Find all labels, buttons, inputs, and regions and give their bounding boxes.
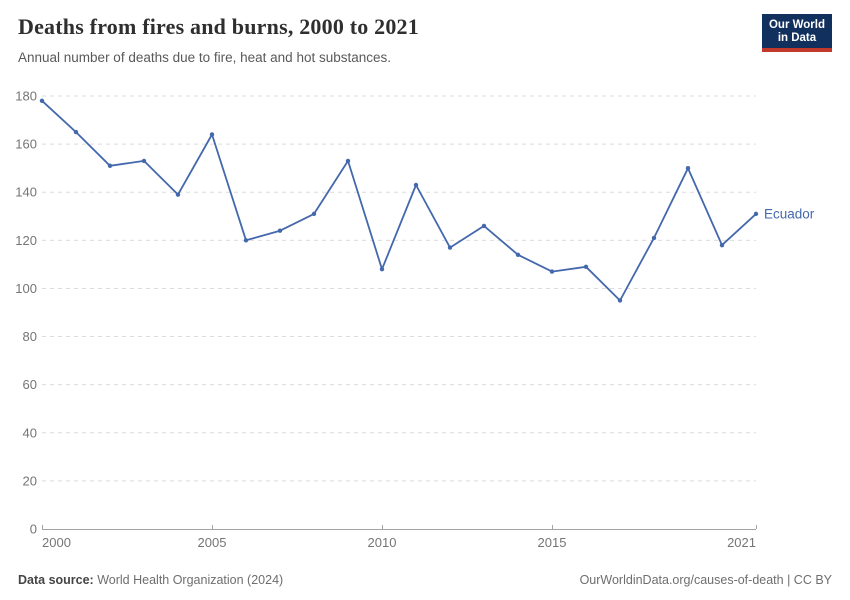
data-point-2018[interactable] <box>651 235 657 241</box>
data-point-2007[interactable] <box>277 228 283 233</box>
data-source-label: Data source: <box>18 573 94 587</box>
data-point-2016[interactable] <box>583 264 589 269</box>
data-point-2005[interactable] <box>209 132 215 137</box>
page-title: Deaths from fires and burns, 2000 to 202… <box>18 14 419 39</box>
data-point-2009[interactable] <box>345 158 351 164</box>
x-tick-label-2005: 2005 <box>198 535 227 550</box>
data-point-2017[interactable] <box>617 298 623 303</box>
data-point-2006[interactable] <box>243 238 249 243</box>
data-source-value: World Health Organization (2024) <box>97 573 284 587</box>
data-point-2014[interactable] <box>515 252 521 257</box>
x-tick-label-2015: 2015 <box>538 535 567 550</box>
data-point-2020[interactable] <box>719 242 725 248</box>
chart-subtitle: Annual number of deaths due to fire, hea… <box>18 50 392 65</box>
data-point-2003[interactable] <box>141 158 147 164</box>
data-point-2000[interactable] <box>39 98 45 104</box>
data-point-2019[interactable] <box>685 165 691 171</box>
data-source: Data source: World Health Organization (… <box>18 573 283 587</box>
owid-logo[interactable]: Our World in Data <box>761 14 832 52</box>
footer: Data source: World Health Organization (… <box>18 573 832 587</box>
data-line-ecuador[interactable] <box>41 99 757 302</box>
y-tick-label-120: 120 <box>15 233 37 248</box>
data-point-2002[interactable] <box>107 163 113 168</box>
logo-line1: Our World <box>768 19 825 31</box>
data-point-2013[interactable] <box>481 223 487 229</box>
y-tick-label-180: 180 <box>15 89 37 104</box>
line-chart: 0 20 40 60 80 100 120 140 160 180 2000 2005 2010 2015… <box>15 89 815 551</box>
data-point-2010[interactable] <box>379 267 385 272</box>
series-label-ecuador[interactable]: Ecuador <box>764 206 815 221</box>
x-tick-label-2021: 2021 <box>727 535 756 550</box>
y-tick-label-60: 60 <box>23 377 37 392</box>
data-point-2011[interactable] <box>413 182 419 188</box>
y-tick-label-80: 80 <box>23 329 37 344</box>
data-point-2008[interactable] <box>311 211 317 217</box>
data-point-2021[interactable] <box>753 211 759 217</box>
y-tick-label-140: 140 <box>15 185 37 200</box>
y-tick-label-40: 40 <box>23 425 37 440</box>
y-tick-label-100: 100 <box>15 281 37 296</box>
y-tick-label-0: 0 <box>30 522 37 537</box>
y-tick-label-160: 160 <box>15 137 37 152</box>
label-layer: Ecuador <box>764 206 815 221</box>
footer-credit-link[interactable]: OurWorldinData.org/causes-of-death | CC … <box>579 573 832 587</box>
data-point-2012[interactable] <box>447 245 453 250</box>
grid-layer: 0 20 40 60 80 100 120 140 160 180 2000 2005 2010 2015… <box>15 89 757 550</box>
data-point-2015[interactable] <box>549 269 555 274</box>
y-tick-label-20: 20 <box>23 473 37 488</box>
logo-line2: in Data <box>777 32 817 44</box>
data-point-2004[interactable] <box>175 192 181 197</box>
data-point-2001[interactable] <box>73 129 79 135</box>
x-tick-label-2000: 2000 <box>42 535 71 550</box>
series-layer <box>39 98 759 303</box>
x-tick-label-2010: 2010 <box>368 535 397 550</box>
